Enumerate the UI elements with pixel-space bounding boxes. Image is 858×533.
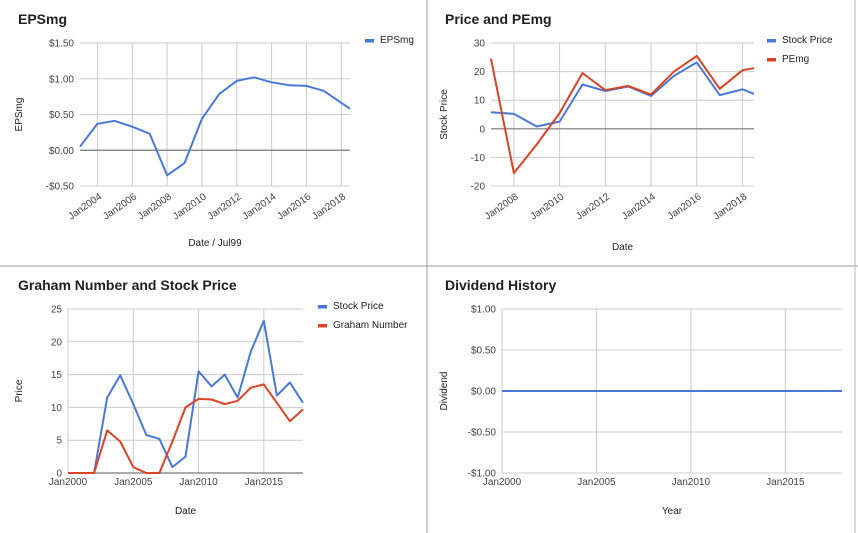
x-axis-label: Date <box>175 506 197 517</box>
legend-label: Stock Price <box>333 301 384 312</box>
x-tick-label: Jan2008 <box>136 191 174 222</box>
x-tick-label: Jan2015 <box>766 477 805 488</box>
x-tick-label: Jan2008 <box>483 191 521 222</box>
x-tick-label: Jan2012 <box>206 191 244 222</box>
y-tick-label: -20 <box>471 182 486 193</box>
y-tick-label: 25 <box>51 305 63 316</box>
x-tick-label: Jan2010 <box>179 477 218 488</box>
y-tick-label: -$0.50 <box>468 428 497 439</box>
y-tick-label: -$0.50 <box>46 182 75 193</box>
y-tick-label: 0 <box>479 124 485 135</box>
series-line <box>68 383 304 474</box>
x-tick-label: Jan2014 <box>620 191 658 222</box>
x-tick-label: Jan2010 <box>672 477 711 488</box>
chart-title: Price and PEmg <box>445 11 552 27</box>
x-tick-label: Jan2005 <box>577 477 616 488</box>
y-tick-label: -10 <box>471 153 486 164</box>
dividend-history-chart: Dividend History -$1.00 -$0.50 $0.00 $0.50 $1… <box>439 277 843 517</box>
x-tick-label: Jan2016 <box>275 191 313 222</box>
x-tick-label: Jan2018 <box>310 191 348 222</box>
y-axis-label: EPSmg <box>14 98 25 132</box>
x-axis-label: Year <box>662 506 683 517</box>
x-tick-label: Jan2015 <box>245 477 284 488</box>
y-tick-label: $0.50 <box>471 346 496 357</box>
y-tick-label: $1.00 <box>471 305 496 316</box>
x-axis-label: Date <box>612 242 634 253</box>
x-axis-label: Date / Jul99 <box>188 238 242 249</box>
series-line <box>490 54 755 175</box>
legend-label: PEmg <box>782 54 809 65</box>
y-axis-label: Dividend <box>439 372 450 411</box>
series-line <box>79 76 351 177</box>
x-tick-label: Jan2000 <box>49 477 88 488</box>
x-tick-label: Jan2010 <box>529 191 567 222</box>
legend-swatch <box>767 39 776 43</box>
y-tick-label: -$1.00 <box>468 469 497 480</box>
x-tick-label: Jan2016 <box>666 191 704 222</box>
x-tick-label: Jan2014 <box>241 191 279 222</box>
x-tick-label: Jan2018 <box>712 191 750 222</box>
price-pemg-chart: Price and PEmg -20 -10 0 10 20 30 Jan2008 Jan201… <box>439 11 833 253</box>
y-tick-label: $0.50 <box>49 110 74 121</box>
legend-swatch <box>767 58 776 62</box>
legend-swatch <box>365 39 374 43</box>
y-axis-label: Stock Price <box>439 89 450 140</box>
chart-title: EPSmg <box>18 11 67 27</box>
x-tick-label: Jan2006 <box>101 191 139 222</box>
y-tick-label: $0.00 <box>49 146 74 157</box>
legend-label: Stock Price <box>782 35 833 46</box>
series-line <box>68 319 304 474</box>
x-tick-label: Jan2010 <box>171 191 209 222</box>
x-tick-label: Jan2000 <box>483 477 522 488</box>
y-tick-label: 0 <box>56 469 62 480</box>
chart-title: Dividend History <box>445 277 556 293</box>
x-tick-label: Jan2004 <box>66 191 104 222</box>
graham-number-chart: Graham Number and Stock Price 0 5 10 15 20 25 J… <box>14 277 408 517</box>
y-tick-label: 10 <box>51 403 63 414</box>
y-axis-label: Price <box>14 379 25 402</box>
legend-label: EPSmg <box>380 35 414 46</box>
epsmg-chart: EPSmg-$0.50$0.00$0.50$1.00$1.50Jan2004Ja… <box>14 11 414 249</box>
legend-label: Graham Number <box>333 320 408 331</box>
y-tick-label: 20 <box>51 337 63 348</box>
y-tick-label: $1.00 <box>49 74 74 85</box>
y-tick-label: 20 <box>474 67 486 78</box>
y-tick-label: $1.50 <box>49 39 74 50</box>
x-tick-label: Jan2005 <box>114 477 153 488</box>
legend-swatch <box>318 305 327 309</box>
y-tick-label: 10 <box>474 96 486 107</box>
chart-title: Graham Number and Stock Price <box>18 277 237 293</box>
y-tick-label: $0.00 <box>471 387 496 398</box>
y-tick-label: 15 <box>51 370 63 381</box>
y-tick-label: 30 <box>474 39 486 50</box>
x-tick-label: Jan2012 <box>574 191 612 222</box>
y-tick-label: 5 <box>56 436 62 447</box>
legend-swatch <box>318 324 327 328</box>
